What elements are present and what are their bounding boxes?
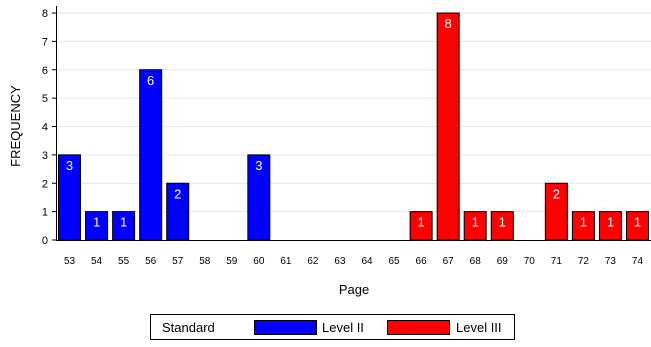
legend: Standard Level II Level III — [150, 314, 515, 340]
x-tick-label: 54 — [91, 256, 103, 267]
y-axis-title: FREQUENCY — [8, 85, 23, 167]
x-tick-label: 55 — [118, 256, 130, 267]
bar-value-label: 1 — [417, 215, 424, 230]
axes — [56, 6, 651, 241]
x-tick-label: 62 — [307, 256, 319, 267]
bar-value-label: 3 — [255, 158, 262, 173]
y-tick-label: 7 — [42, 36, 48, 48]
x-tick-label: 67 — [443, 256, 455, 267]
x-tick-label: 74 — [632, 256, 644, 267]
legend-label-level-ii: Level II — [322, 320, 364, 335]
x-tick-label: 71 — [551, 256, 563, 267]
bar-value-label: 1 — [120, 215, 127, 230]
legend-label-level-iii: Level III — [456, 320, 502, 335]
bar-value-label: 1 — [607, 215, 614, 230]
y-tick-label: 8 — [42, 8, 48, 20]
x-tick-label: 68 — [470, 256, 482, 267]
bar-value-label: 2 — [553, 186, 560, 201]
legend-swatch-level-iii — [387, 320, 450, 335]
x-tick-label: 73 — [605, 256, 617, 267]
bar-value-label: 1 — [634, 215, 641, 230]
y-tick-label: 4 — [42, 122, 48, 134]
x-tick-label: 53 — [64, 256, 76, 267]
y-axis-ticks: 0 1 2 3 4 5 6 7 8 — [42, 8, 56, 247]
bar-value-label: 1 — [580, 215, 587, 230]
x-tick-label: 66 — [416, 256, 428, 267]
x-tick-label: 64 — [361, 256, 373, 267]
x-tick-label: 61 — [280, 256, 292, 267]
x-axis-title: Page — [339, 282, 369, 297]
x-axis-ticks: 53 54 55 56 57 58 59 60 61 62 63 64 65 66 67 68 69 70 71 72… — [64, 256, 644, 267]
bar-value-label: 2 — [174, 186, 181, 201]
x-tick-label: 57 — [172, 256, 184, 267]
y-tick-label: 5 — [42, 93, 48, 105]
bar-value-label: 1 — [472, 215, 479, 230]
x-tick-label: 56 — [145, 256, 157, 267]
bar-value-label: 8 — [445, 16, 452, 31]
y-tick-label: 2 — [42, 178, 48, 190]
y-tick-label: 3 — [42, 150, 48, 162]
x-tick-label: 65 — [389, 256, 401, 267]
x-tick-label: 59 — [226, 256, 238, 267]
x-tick-label: 70 — [524, 256, 536, 267]
bar-level-ii-56 — [139, 69, 163, 241]
y-tick-label: 6 — [42, 65, 48, 77]
y-tick-label: 0 — [42, 235, 48, 247]
bar-value-label: 1 — [93, 215, 100, 230]
x-tick-label: 58 — [199, 256, 211, 267]
bar-value-label: 3 — [66, 158, 73, 173]
x-tick-label: 72 — [578, 256, 590, 267]
y-tick-label: 1 — [42, 207, 48, 219]
legend-swatch-level-ii — [254, 320, 317, 335]
x-tick-label: 69 — [497, 256, 509, 267]
bar-value-label: 6 — [147, 73, 154, 88]
legend-title: Standard — [162, 320, 215, 335]
x-tick-label: 60 — [253, 256, 265, 267]
bar-level-iii-67 — [436, 12, 460, 241]
bar-value-label: 1 — [499, 215, 506, 230]
x-tick-label: 63 — [334, 256, 346, 267]
bars-group: 3 1 1 6 2 3 1 8 1 1 2 1 1 1 — [58, 12, 649, 241]
